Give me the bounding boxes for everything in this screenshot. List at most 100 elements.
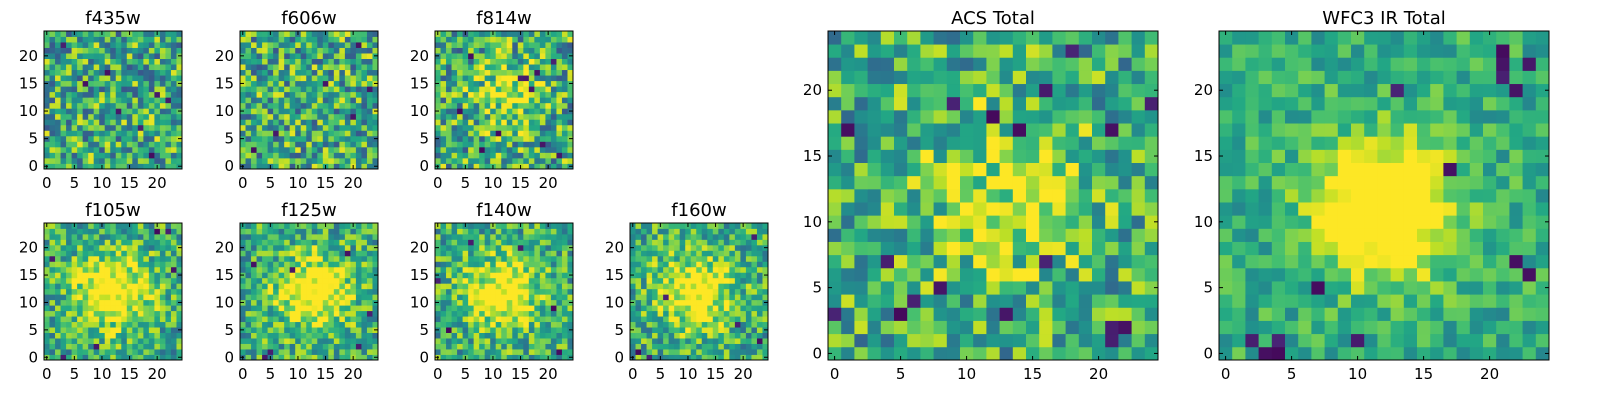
heatmap-cell (339, 146, 346, 153)
heatmap-cell (679, 255, 686, 262)
heatmap-cell (867, 294, 882, 308)
heatmap-cell (306, 146, 313, 153)
heatmap-cell (110, 97, 117, 104)
heatmap-cell (55, 135, 61, 142)
axes-frame (629, 222, 769, 361)
heatmap-cell (339, 294, 346, 301)
heatmap-cell (289, 239, 296, 246)
heatmap-cell (556, 31, 563, 37)
heatmap-cell (306, 316, 313, 323)
heatmap-cell (512, 163, 519, 170)
y-tick-label: 5 (224, 321, 234, 339)
heatmap-cell (534, 75, 541, 82)
heatmap-cell (295, 294, 302, 301)
heatmap-cell (484, 321, 491, 328)
heatmap-cell (66, 305, 72, 312)
heatmap-cell (44, 266, 50, 273)
heatmap-cell (468, 294, 475, 301)
heatmap-cell (262, 135, 268, 142)
heatmap-cell (289, 108, 296, 115)
heatmap-cell (355, 321, 362, 328)
heatmap-cell (121, 157, 128, 164)
heatmap-cell (468, 310, 475, 317)
heatmap-cell (490, 146, 497, 153)
heatmap-cell (479, 343, 486, 350)
heatmap-cell (484, 327, 491, 333)
heatmap-cell (1065, 294, 1080, 308)
heatmap-cell (245, 310, 252, 317)
heatmap-cell (696, 343, 703, 350)
heatmap-cell (528, 349, 535, 355)
heatmap-cell (355, 146, 362, 153)
x-tick-label: 10 (92, 365, 111, 383)
heatmap-cell (333, 343, 340, 350)
heatmap-cell (556, 53, 563, 59)
heatmap-cell (361, 266, 368, 273)
heatmap-cell (82, 233, 89, 240)
heatmap-cell (723, 294, 730, 301)
heatmap-cell (523, 152, 530, 159)
heatmap-cell (668, 349, 675, 355)
heatmap-cell (165, 332, 172, 339)
heatmap-cell (66, 80, 72, 87)
heatmap-cell (517, 75, 524, 82)
heatmap-cell (121, 119, 128, 126)
heatmap-cell (339, 299, 346, 306)
heatmap-cell (93, 53, 100, 59)
heatmap-cell (262, 299, 268, 306)
heatmap-cell (170, 97, 177, 104)
heatmap-cell (723, 277, 730, 284)
heatmap-cell (278, 64, 285, 71)
heatmap-cell (366, 31, 373, 37)
heatmap-cell (828, 149, 842, 163)
heatmap-cell (284, 228, 291, 235)
heatmap-cell (1012, 346, 1027, 361)
heatmap-cell (718, 250, 725, 257)
heatmap-cell (328, 42, 335, 48)
x-tick-label: 5 (70, 365, 80, 383)
heatmap-cell (317, 146, 324, 153)
heatmap-cell (328, 310, 335, 317)
heatmap-cell (82, 135, 89, 142)
heatmap-cell (55, 272, 61, 279)
heatmap-cell (679, 283, 686, 290)
heatmap-cell (484, 233, 491, 240)
heatmap-cell (110, 288, 117, 295)
heatmap-cell (126, 349, 133, 355)
heatmap-cell (300, 53, 307, 59)
heatmap-cell (539, 233, 546, 240)
heatmap-cell (49, 102, 56, 109)
heatmap-cell (712, 299, 719, 306)
heatmap-cell (245, 31, 252, 37)
x-tick-label: 10 (483, 365, 502, 383)
heatmap-cell (745, 299, 752, 306)
heatmap-cell (60, 36, 67, 43)
heatmap-cell (828, 320, 842, 335)
heatmap-cell (484, 343, 491, 350)
heatmap-cell (344, 244, 351, 251)
heatmap-cell (176, 283, 183, 290)
heatmap-cell (71, 75, 78, 82)
heatmap-cell (641, 305, 647, 312)
heatmap-cell (126, 288, 133, 295)
heatmap-cell (745, 228, 752, 235)
heatmap-cell (446, 119, 452, 126)
heatmap-cell (93, 266, 100, 273)
heatmap-cell (165, 354, 172, 361)
heatmap-cell (93, 157, 100, 164)
heatmap-cell (339, 80, 346, 87)
heatmap-cell (93, 135, 100, 142)
heatmap-cell (267, 157, 274, 164)
heatmap-cell (668, 223, 675, 229)
heatmap-cell (284, 354, 291, 361)
heatmap-cell (701, 277, 708, 284)
heatmap-cell (462, 108, 469, 115)
heatmap-cell (262, 332, 268, 339)
heatmap-cell (126, 152, 133, 159)
heatmap-cell (539, 354, 546, 361)
heatmap-cell (854, 294, 868, 308)
heatmap-cell (55, 75, 61, 82)
heatmap-cell (718, 223, 725, 229)
heatmap-cell (44, 277, 50, 284)
heatmap-cell (88, 141, 95, 148)
